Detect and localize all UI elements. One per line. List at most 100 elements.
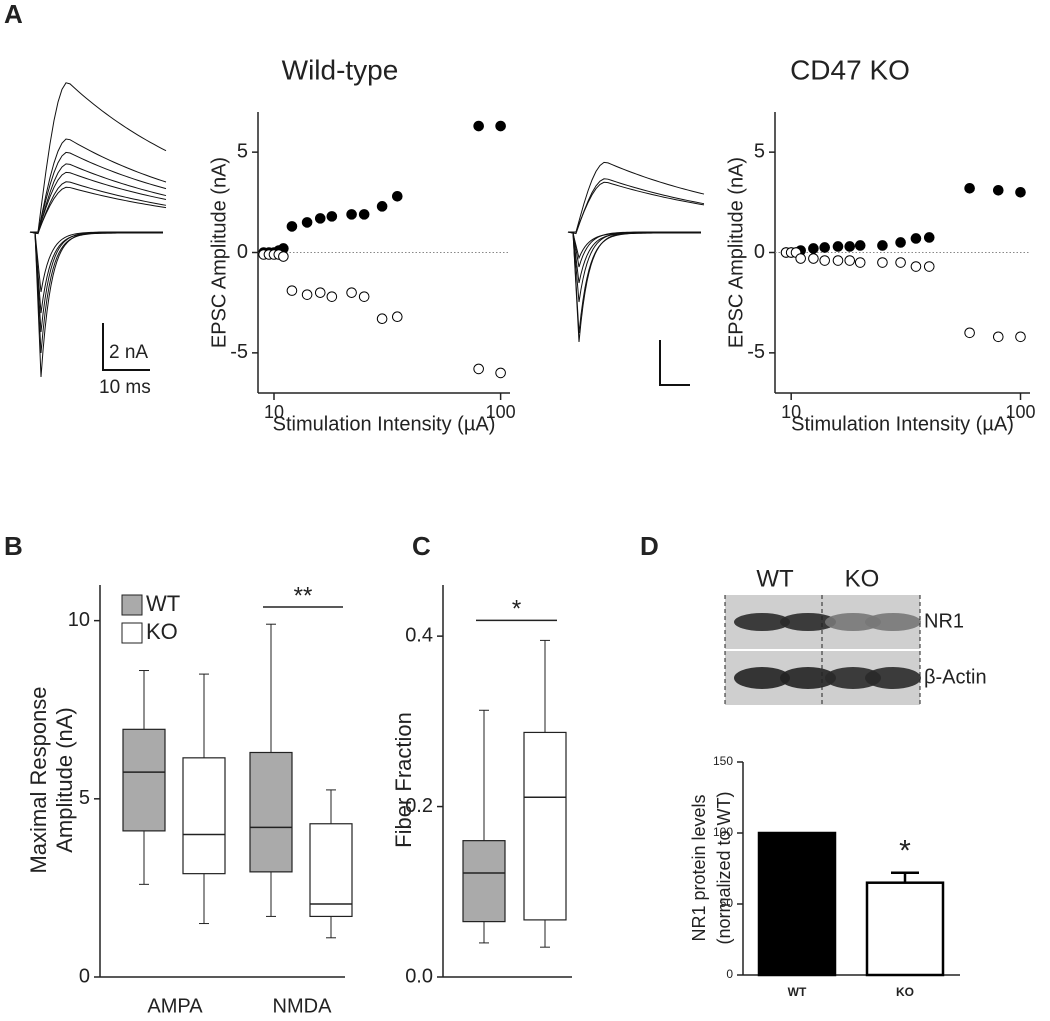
- x-tick-label: 10: [781, 402, 801, 422]
- data-point: [358, 291, 370, 302]
- y-axis-label: NR1 protein levels: [689, 794, 709, 941]
- panel-label: B: [4, 531, 23, 561]
- data-point: [1015, 186, 1026, 198]
- trace: [568, 231, 701, 343]
- y-axis-label: EPSC Amplitude (nA): [208, 157, 230, 348]
- data-point: [314, 213, 326, 224]
- x-tick-label: WT: [788, 985, 807, 999]
- data-point: [808, 253, 819, 264]
- blot-band: [865, 613, 921, 631]
- data-point: [819, 242, 830, 253]
- y-tick-label: 10: [68, 609, 90, 631]
- trace: [30, 186, 167, 233]
- data-point: [854, 240, 866, 251]
- scale-bar-label: 10 ms: [99, 377, 151, 398]
- panel-label: D: [640, 531, 659, 561]
- y-tick-label: -5: [230, 341, 248, 363]
- data-point: [278, 251, 289, 262]
- legend-swatch: [121, 594, 143, 616]
- x-axis-label: Stimulation Intensity (µA): [791, 413, 1014, 435]
- data-point: [376, 201, 388, 212]
- blot-band: [865, 667, 921, 689]
- data-point: [923, 232, 935, 243]
- y-axis-label: Amplitude (nA): [52, 707, 77, 853]
- legend-label: KO: [146, 619, 178, 644]
- data-point: [910, 261, 922, 272]
- y-axis-label: EPSC Amplitude (nA): [725, 157, 747, 348]
- trace: [568, 161, 705, 233]
- x-tick-label: AMPA: [147, 995, 203, 1017]
- data-point: [495, 367, 506, 379]
- y-tick-label: 0.0: [405, 965, 433, 987]
- data-point: [326, 291, 338, 302]
- data-point: [895, 257, 906, 268]
- data-point: [964, 327, 975, 339]
- data-point: [819, 255, 830, 266]
- y-tick-label: 150: [713, 754, 733, 768]
- box: [462, 840, 506, 923]
- x-axis-label: Stimulation Intensity (µA): [273, 413, 496, 435]
- data-point: [346, 287, 357, 298]
- blot-lane-label: KO: [845, 565, 880, 592]
- data-point: [495, 120, 506, 132]
- panel-label: C: [412, 531, 431, 561]
- blot-band-label: NR1: [924, 610, 964, 632]
- trace: [568, 231, 701, 268]
- data-point: [832, 255, 844, 266]
- data-point: [992, 331, 1004, 343]
- scale-bar: [659, 340, 690, 386]
- data-point: [877, 240, 888, 251]
- data-point: [844, 255, 856, 266]
- trace: [568, 231, 701, 303]
- blot-band-label: β-Actin: [924, 666, 987, 688]
- data-point: [358, 209, 370, 220]
- data-point: [346, 209, 357, 220]
- blot-band: [825, 613, 881, 631]
- data-point: [473, 363, 484, 375]
- y-tick-label: 50: [720, 896, 734, 910]
- data-point: [992, 184, 1004, 196]
- x-tick-label: 10: [264, 402, 284, 422]
- scale-bar: [102, 323, 150, 371]
- data-point: [301, 289, 313, 300]
- trace: [29, 138, 167, 235]
- bar: [757, 831, 837, 977]
- trace: [30, 171, 167, 233]
- data-point: [877, 257, 888, 268]
- x-tick-label: 100: [486, 402, 516, 422]
- box: [309, 823, 353, 918]
- data-point: [964, 182, 975, 194]
- chart-title: CD47 KO: [790, 54, 910, 85]
- data-point: [286, 285, 298, 296]
- data-point: [326, 211, 338, 222]
- data-point: [391, 311, 403, 323]
- x-tick-label: 100: [1005, 402, 1035, 422]
- y-tick-label: 0.2: [405, 795, 433, 817]
- legend-label: WT: [146, 591, 180, 616]
- y-tick-label: 0: [726, 967, 733, 981]
- y-tick-label: 100: [713, 825, 733, 839]
- data-point: [473, 120, 484, 132]
- blot-band: [734, 613, 790, 631]
- data-point: [376, 313, 388, 325]
- x-tick-label: NMDA: [273, 995, 333, 1017]
- trace: [30, 231, 163, 293]
- box: [122, 728, 166, 832]
- data-point: [795, 253, 806, 264]
- box: [182, 757, 226, 875]
- bar: [865, 881, 945, 977]
- trace: [568, 181, 705, 233]
- y-tick-label: 0: [754, 241, 765, 263]
- y-axis-label: (normalized to WT): [714, 791, 734, 944]
- data-point: [301, 217, 313, 228]
- y-axis-label: Fiber Fraction: [391, 712, 416, 848]
- significance-label: *: [512, 596, 521, 623]
- y-tick-label: 5: [754, 140, 765, 162]
- y-tick-label: 5: [79, 787, 90, 809]
- y-axis-label: Maximal Response: [26, 686, 51, 873]
- data-point: [1015, 331, 1026, 343]
- panel-label: A: [4, 0, 23, 29]
- y-tick-label: -5: [747, 341, 765, 363]
- data-point: [910, 233, 922, 244]
